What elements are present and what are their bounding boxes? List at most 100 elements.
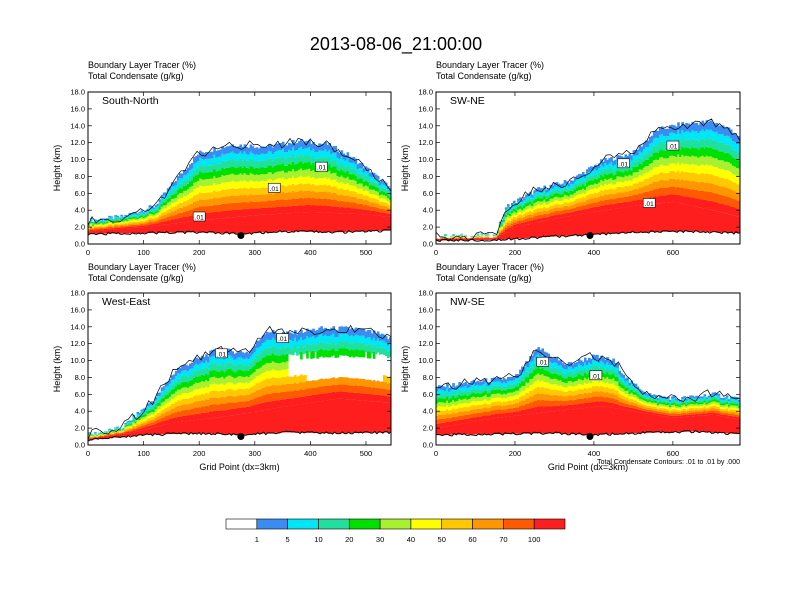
tracer-cell [348, 213, 352, 232]
tracer-cell [229, 159, 233, 168]
tracer-cell [285, 199, 289, 207]
tracer-cell [559, 207, 563, 211]
tracer-cell [498, 231, 502, 233]
tracer-cell [120, 214, 123, 217]
tracer-cell [332, 206, 336, 213]
tracer-cell [356, 174, 360, 180]
tracer-cell [658, 150, 662, 158]
tracer-cell [120, 216, 123, 218]
tracer-cell [279, 385, 283, 393]
tracer-cell [328, 170, 331, 178]
tracer-cell [241, 174, 245, 182]
tracer-cell [237, 401, 241, 409]
tracer-cell [717, 134, 721, 143]
contour-label: .01 [666, 140, 680, 151]
tracer-column [662, 128, 666, 232]
tracer-cell [176, 180, 180, 186]
tracer-cell [265, 355, 269, 363]
tracer-cell [166, 202, 170, 207]
tracer-cell [130, 431, 134, 433]
tracer-cell [281, 376, 285, 385]
tracer-cell [306, 162, 309, 170]
tracer-cell [241, 382, 245, 390]
tracer-cell [500, 227, 504, 229]
tracer-cell [191, 203, 194, 210]
tracer-cell [241, 395, 245, 402]
tracer-cell [199, 369, 202, 377]
tracer-cell [622, 167, 626, 173]
tracer-cell [715, 149, 719, 159]
tracer-column [180, 365, 184, 434]
tracer-cell [573, 204, 577, 208]
tracer-cell [182, 393, 186, 399]
tracer-cell [360, 193, 364, 199]
tracer-cell [146, 223, 150, 225]
tracer-cell [233, 174, 237, 182]
tracer-cell [128, 426, 132, 428]
tracer-cell [164, 407, 168, 412]
tracer-cell [88, 226, 91, 228]
tracer-cell [348, 156, 352, 163]
tracer-column [100, 431, 103, 439]
tracer-cell [454, 238, 457, 241]
tracer-cell [211, 370, 214, 378]
x-tick-label: 0 [86, 248, 90, 257]
tracer-cell [281, 199, 285, 207]
x-tick-label: 600 [667, 248, 680, 257]
tracer-cell [106, 436, 109, 439]
tracer-column [510, 203, 514, 239]
tracer-column [693, 123, 697, 232]
tracer-cell [182, 410, 186, 416]
tracer-cell [376, 203, 380, 208]
tracer-cell [300, 146, 303, 154]
tracer-cell [118, 432, 121, 433]
tracer-cell [571, 201, 575, 206]
tracer-cell [705, 146, 709, 156]
tracer-cell [231, 357, 235, 365]
tracer-cell [235, 389, 239, 397]
tracer-cell [172, 190, 176, 195]
tracer-cell [569, 190, 573, 195]
tracer-cell [106, 228, 109, 230]
tracer-cell [575, 199, 579, 204]
tracer-cell [549, 188, 553, 192]
tracer-cell [656, 167, 660, 175]
tracer-cell [304, 331, 307, 340]
tracer-cell [199, 157, 202, 165]
tracer-cell [334, 146, 338, 153]
tracer-cell [312, 148, 315, 156]
tracer-cell [292, 191, 295, 199]
tracer-cell [142, 219, 146, 222]
tracer-cell [279, 213, 283, 232]
tracer-cell [715, 167, 719, 176]
tracer-cell [701, 146, 705, 156]
tracer-cell [195, 395, 198, 402]
tracer-cell [100, 229, 103, 231]
tracer-cell [634, 189, 638, 195]
tracer-cell [164, 386, 168, 392]
tracer-cell [263, 341, 267, 350]
tracer-cell [608, 168, 611, 174]
tracer-cell [304, 183, 307, 191]
tracer-cell [326, 151, 329, 159]
tracer-cell [551, 195, 555, 199]
tracer-cell [255, 147, 259, 155]
tracer-cell [715, 184, 719, 194]
tracer-cell [502, 221, 506, 224]
tracer-cell [658, 165, 662, 173]
tracer-cell [136, 427, 140, 430]
tracer-cell [508, 222, 512, 226]
tracer-cell [231, 217, 235, 234]
tracer-cell [693, 131, 697, 140]
tracer-column [484, 234, 488, 240]
tracer-cell [217, 218, 220, 233]
tracer-cell [207, 387, 210, 394]
tracer-cell [559, 217, 563, 237]
tracer-cell [150, 401, 154, 404]
tracer-cell [116, 223, 119, 226]
tracer-cell [193, 396, 196, 403]
tracer-cell [662, 128, 666, 137]
tracer-cell [138, 430, 142, 436]
tracer-cell [513, 227, 516, 239]
tracer-cell [245, 202, 249, 210]
